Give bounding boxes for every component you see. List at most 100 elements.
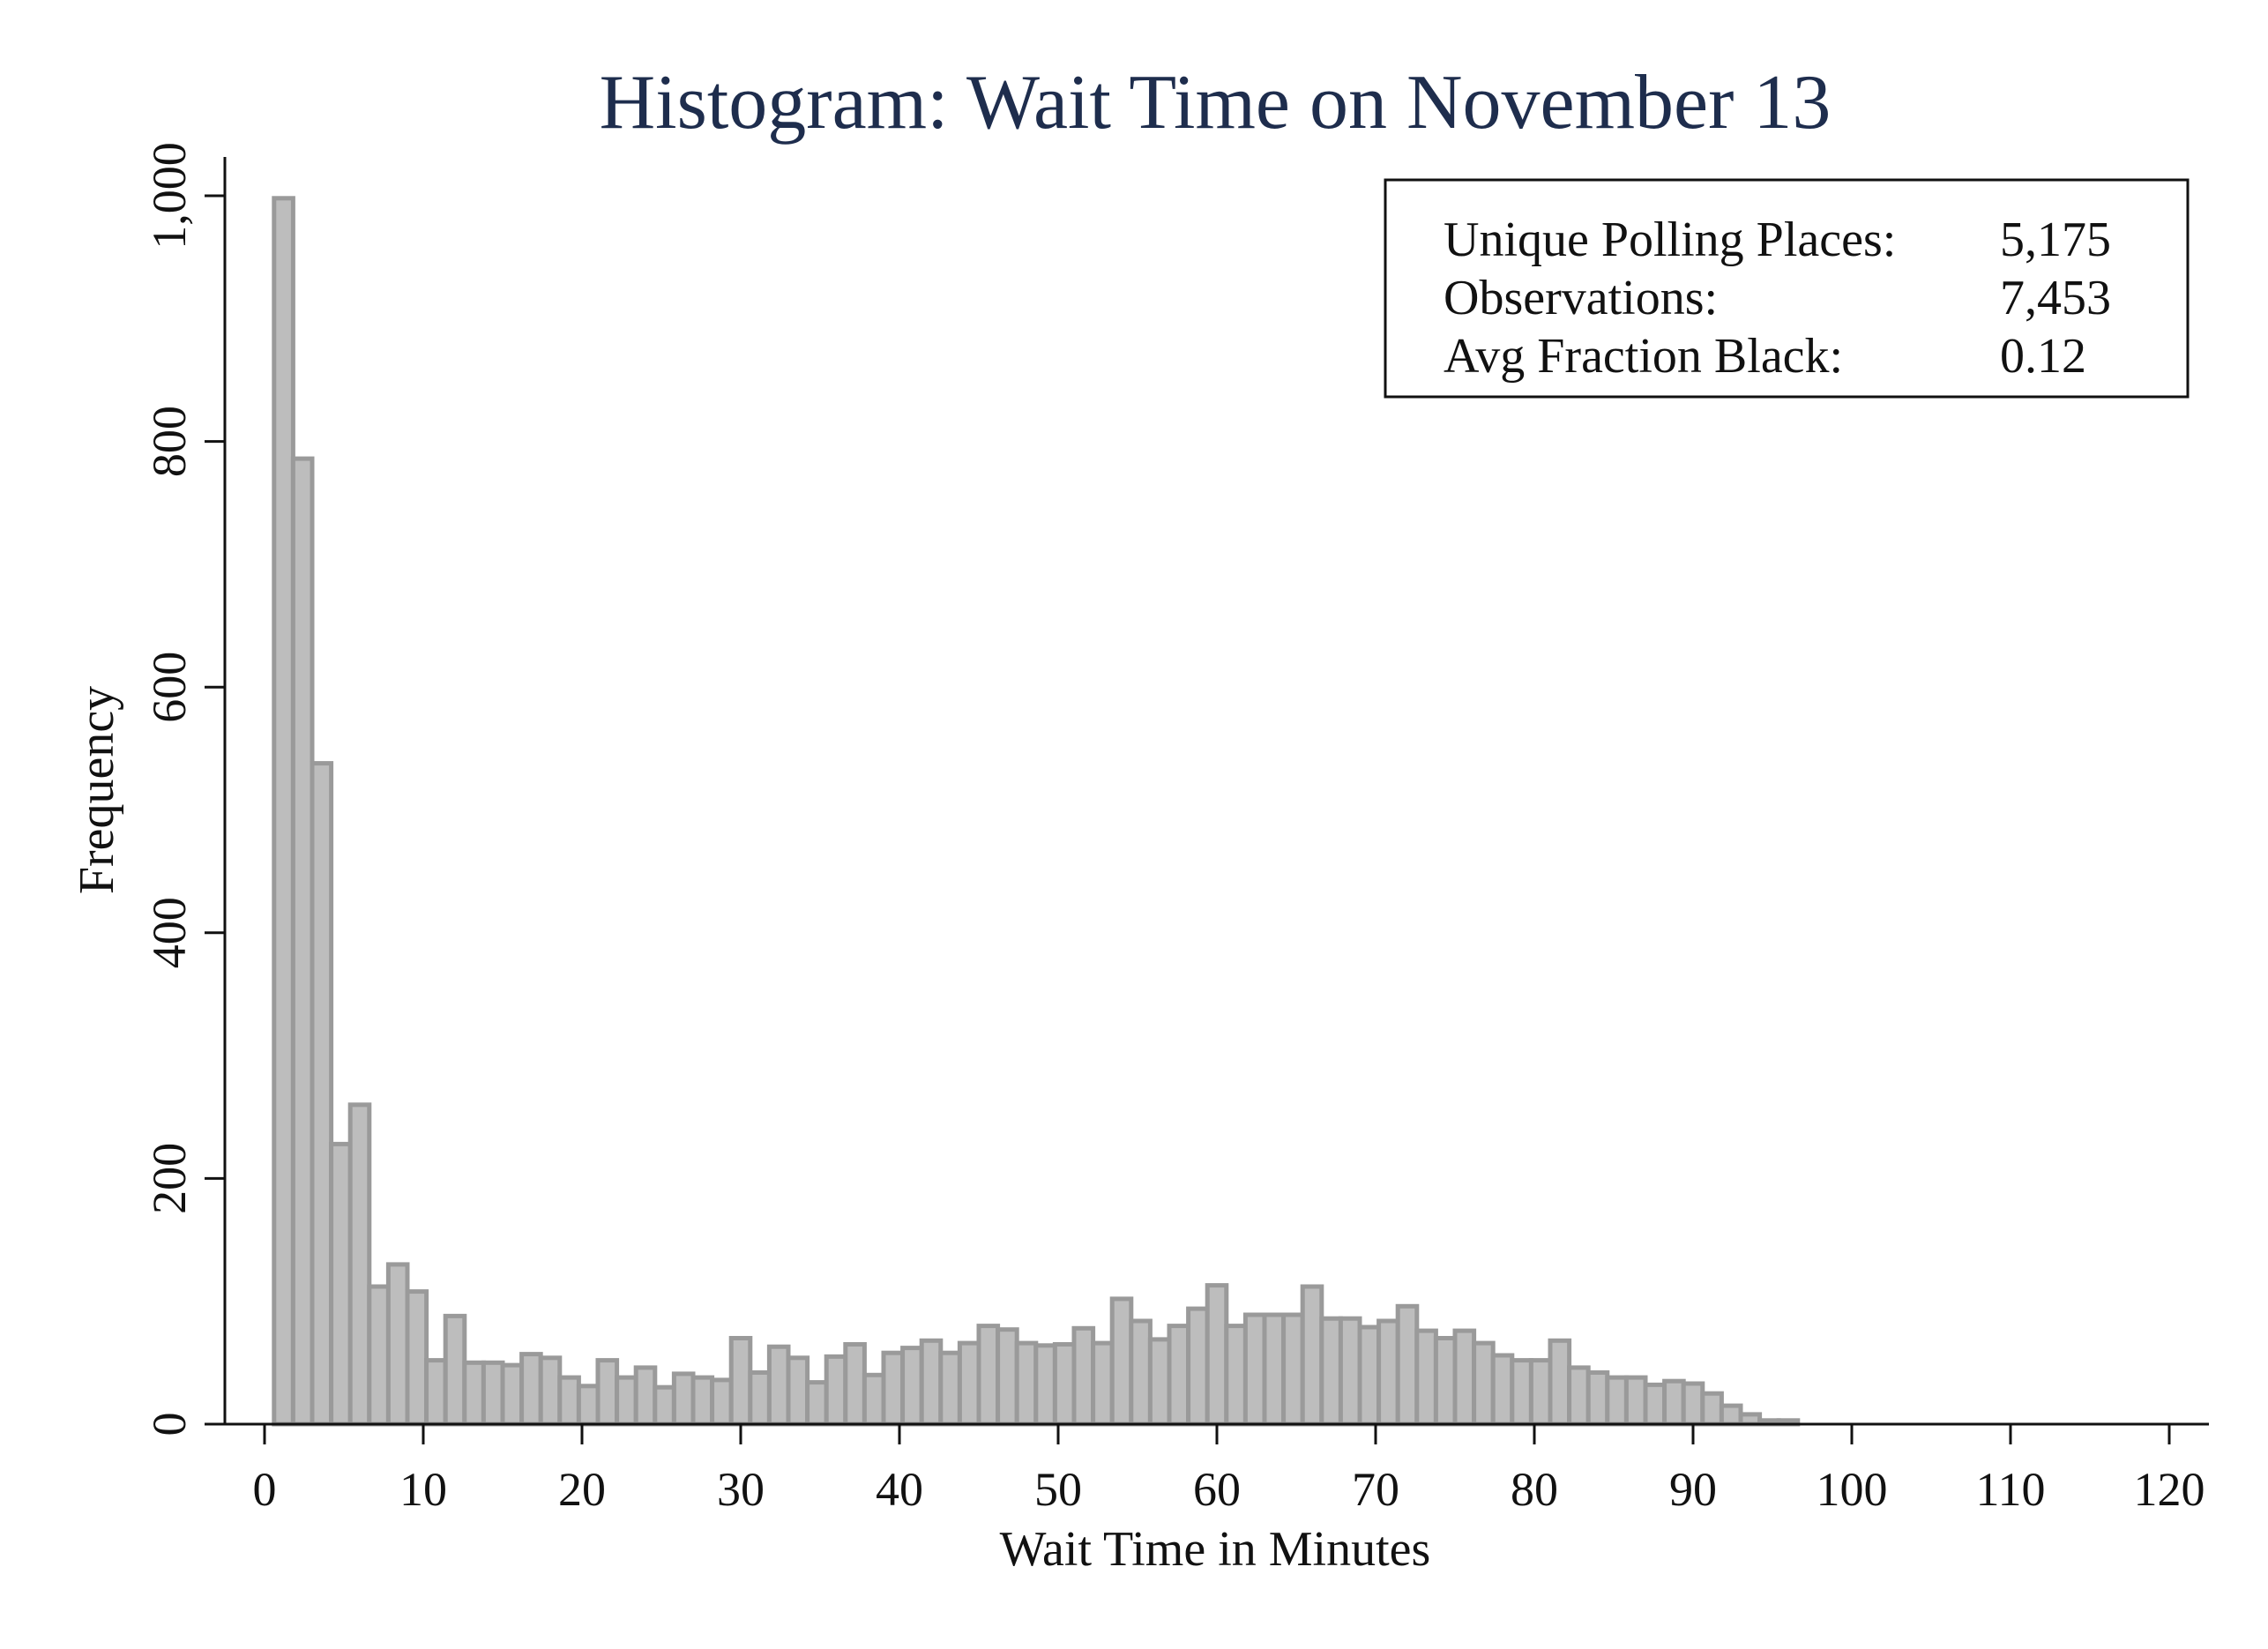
histogram-bar: [938, 1350, 962, 1427]
histogram-bar: [1300, 1284, 1324, 1427]
x-tick-label: 100: [1817, 1463, 1888, 1516]
y-tick-label: 600: [143, 652, 196, 723]
y-tick-label: 0: [143, 1413, 196, 1436]
histogram-bar: [1738, 1412, 1763, 1427]
histogram-bar: [405, 1289, 429, 1427]
x-tick-label: 80: [1511, 1463, 1558, 1516]
histogram-bar: [1071, 1325, 1096, 1427]
histogram-bar: [1357, 1324, 1382, 1427]
histogram-bar: [615, 1375, 638, 1427]
stats-box-frame: [1384, 178, 2190, 399]
histogram-bar: [843, 1342, 867, 1427]
histogram-bar: [290, 456, 315, 1427]
histogram-bar: [976, 1324, 1001, 1427]
stats-box: Unique Polling Places: 5,175 Observation…: [1384, 178, 2190, 399]
histogram-bar: [538, 1355, 563, 1427]
histogram-bar: [385, 1262, 410, 1427]
histogram-bar: [1585, 1370, 1610, 1427]
histogram-bar: [557, 1375, 581, 1427]
y-axis-title: Frequency: [70, 686, 124, 894]
histogram-bar: [1433, 1336, 1458, 1427]
histogram-bar: [272, 196, 295, 1427]
histogram-bar: [1262, 1312, 1287, 1427]
histogram-bar: [919, 1338, 944, 1427]
histogram-bar: [1129, 1318, 1153, 1427]
histogram-bar: [1605, 1375, 1629, 1427]
histogram-bar: [1186, 1306, 1210, 1427]
x-tick-label: 60: [1193, 1463, 1241, 1516]
histogram-bar: [671, 1371, 696, 1427]
histogram-bar: [862, 1372, 886, 1427]
stats-label-fraction-black: Avg Fraction Black:: [1444, 329, 1843, 384]
histogram-bar: [690, 1375, 715, 1427]
histogram-bar: [805, 1380, 829, 1427]
histogram-bar: [881, 1350, 906, 1427]
histogram-bar: [595, 1358, 620, 1427]
x-tick-label: 0: [253, 1463, 277, 1516]
histogram-bar: [1242, 1312, 1267, 1427]
x-tick-label: 70: [1352, 1463, 1399, 1516]
histogram-bar: [443, 1313, 467, 1427]
histogram-bar: [1414, 1328, 1438, 1427]
histogram-bar: [1490, 1353, 1515, 1427]
histogram-bar: [748, 1370, 772, 1427]
histogram-bar: [766, 1344, 791, 1427]
histogram-bar: [1033, 1343, 1057, 1427]
histogram-bar: [500, 1362, 525, 1427]
x-tick-label: 50: [1034, 1463, 1082, 1516]
y-tick-label: 1,000: [143, 142, 196, 250]
histogram-bar: [1376, 1318, 1400, 1427]
histogram-bar: [462, 1360, 486, 1427]
histogram-bar: [1395, 1303, 1420, 1427]
x-tick-label: 40: [876, 1463, 923, 1516]
y-tick-label: 400: [143, 897, 196, 968]
histogram-bar: [1548, 1338, 1572, 1427]
histogram-bar: [1319, 1316, 1343, 1427]
histogram-bar: [653, 1384, 676, 1427]
x-tick-label: 120: [2134, 1463, 2205, 1516]
histogram-bar: [367, 1284, 391, 1427]
histogram-bar: [1205, 1283, 1229, 1427]
histogram-bar: [1681, 1381, 1705, 1427]
histogram-bar: [824, 1354, 848, 1427]
histogram-bar: [519, 1352, 543, 1427]
histogram-bar: [957, 1340, 981, 1427]
x-tick-label: 30: [717, 1463, 765, 1516]
histogram-bar: [1700, 1391, 1724, 1427]
histogram-bar: [1014, 1340, 1039, 1427]
y-tick-label: 800: [143, 406, 196, 477]
histogram-bar: [1052, 1342, 1077, 1427]
histogram-bar: [710, 1377, 734, 1427]
histogram-bar: [1338, 1316, 1362, 1427]
y-tick-label: 200: [143, 1143, 196, 1214]
histogram-bar: [481, 1360, 505, 1427]
x-axis-title: Wait Time in Minutes: [1000, 1522, 1431, 1577]
histogram-bar: [310, 761, 334, 1427]
histogram-bar: [1528, 1358, 1553, 1427]
histogram-bar: [1472, 1340, 1496, 1427]
histogram-bar: [1452, 1328, 1477, 1427]
x-tick-label: 90: [1669, 1463, 1717, 1516]
histogram-bar: [1281, 1312, 1305, 1427]
stats-label-observations: Observations:: [1444, 271, 1718, 325]
x-tick-label: 110: [1976, 1463, 2046, 1516]
histogram-bar: [424, 1358, 448, 1427]
histogram-bar: [576, 1384, 601, 1427]
stats-label-polling-places: Unique Polling Places:: [1444, 213, 1896, 267]
histogram-bar: [1224, 1324, 1248, 1427]
histogram-bar: [1623, 1375, 1648, 1427]
histogram-bar: [1662, 1378, 1686, 1427]
x-ticks-group: 0 10 20 30 40 50 60 70 80 90 100 110 120: [253, 1424, 2205, 1516]
histogram-bar: [786, 1355, 810, 1427]
x-tick-label: 10: [399, 1463, 447, 1516]
histogram-bar: [1167, 1324, 1191, 1427]
histogram-bar: [1567, 1365, 1591, 1427]
x-tick-label: 20: [558, 1463, 606, 1516]
y-ticks-group: 0 200 400 600 800 1,000: [143, 142, 225, 1436]
histogram-bar: [1719, 1403, 1743, 1427]
histogram-bar: [329, 1141, 353, 1427]
histogram-bar: [900, 1346, 924, 1427]
histogram-bar: [1091, 1340, 1115, 1427]
histogram-bar: [1147, 1337, 1172, 1427]
